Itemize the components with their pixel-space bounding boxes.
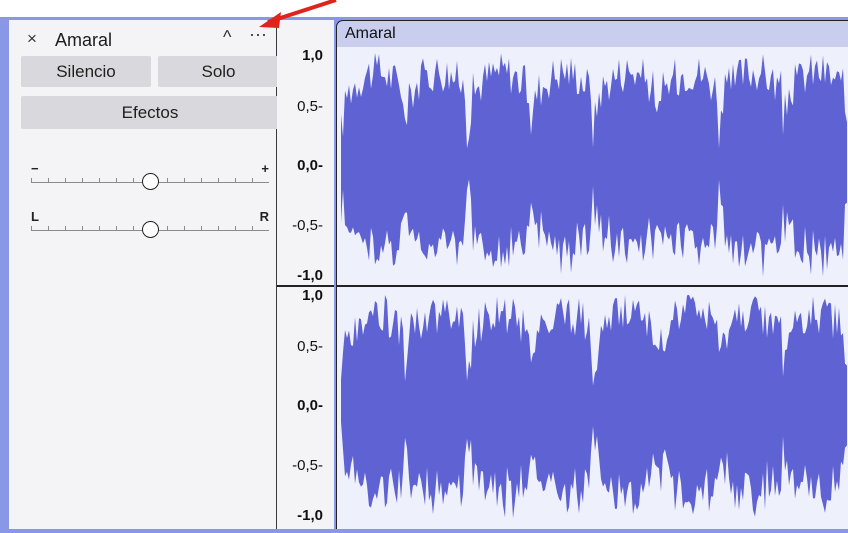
mute-button[interactable]: Silencio: [21, 56, 151, 87]
clip-header[interactable]: Amaral: [336, 20, 848, 47]
ruler-channel-separator: [277, 285, 334, 287]
pan-slider-thumb[interactable]: [141, 221, 159, 238]
solo-button[interactable]: Solo: [158, 56, 279, 87]
ruler-tick-label: -0,5-: [292, 456, 323, 474]
vertical-ruler[interactable]: 1,0 0,5- 0,0- -0,5- -1,0 1,0 0,5- 0,0- -0,5- -1,0: [277, 20, 334, 529]
track-header[interactable]: × Amaral ^ ···: [9, 20, 276, 54]
ruler-tick-label: -1,0: [297, 267, 323, 284]
collapse-icon[interactable]: ^: [223, 27, 232, 47]
gain-slider-thumb[interactable]: [141, 173, 159, 190]
pan-left-label: L: [31, 209, 39, 224]
gain-min-label: −: [31, 161, 39, 176]
ruler-tick-label: 0,0-: [297, 397, 323, 414]
waveform-area[interactable]: [336, 47, 848, 529]
pan-right-label: R: [259, 209, 269, 224]
ruler-tick-label: 0,5-: [297, 337, 323, 355]
effects-button[interactable]: Efectos: [21, 96, 279, 129]
ruler-tick-label: -0,5-: [292, 216, 323, 234]
ruler-tick-label: 1,0: [302, 287, 323, 304]
ruler-tick-label: 0,5-: [297, 97, 323, 115]
menu-icon[interactable]: ···: [249, 24, 267, 44]
close-icon[interactable]: ×: [27, 29, 37, 48]
ruler-tick-label: -1,0: [297, 507, 323, 524]
pan-slider[interactable]: L R: [31, 210, 269, 244]
gain-max-label: +: [261, 161, 269, 176]
ruler-tick-label: 0,0-: [297, 157, 323, 174]
channel-divider: [337, 285, 848, 287]
track-name[interactable]: Amaral: [55, 30, 113, 50]
track-control-panel: × Amaral ^ ··· Silencio Solo Efectos − +…: [9, 20, 279, 529]
ruler-tick-label: 1,0: [302, 47, 323, 64]
annotation-arrow: [259, 0, 337, 28]
waveform-channel: [341, 294, 847, 519]
waveform: [341, 53, 847, 519]
clip-title: Amaral: [345, 25, 396, 42]
gain-slider[interactable]: − +: [31, 162, 269, 196]
waveform-channel: [341, 53, 847, 277]
